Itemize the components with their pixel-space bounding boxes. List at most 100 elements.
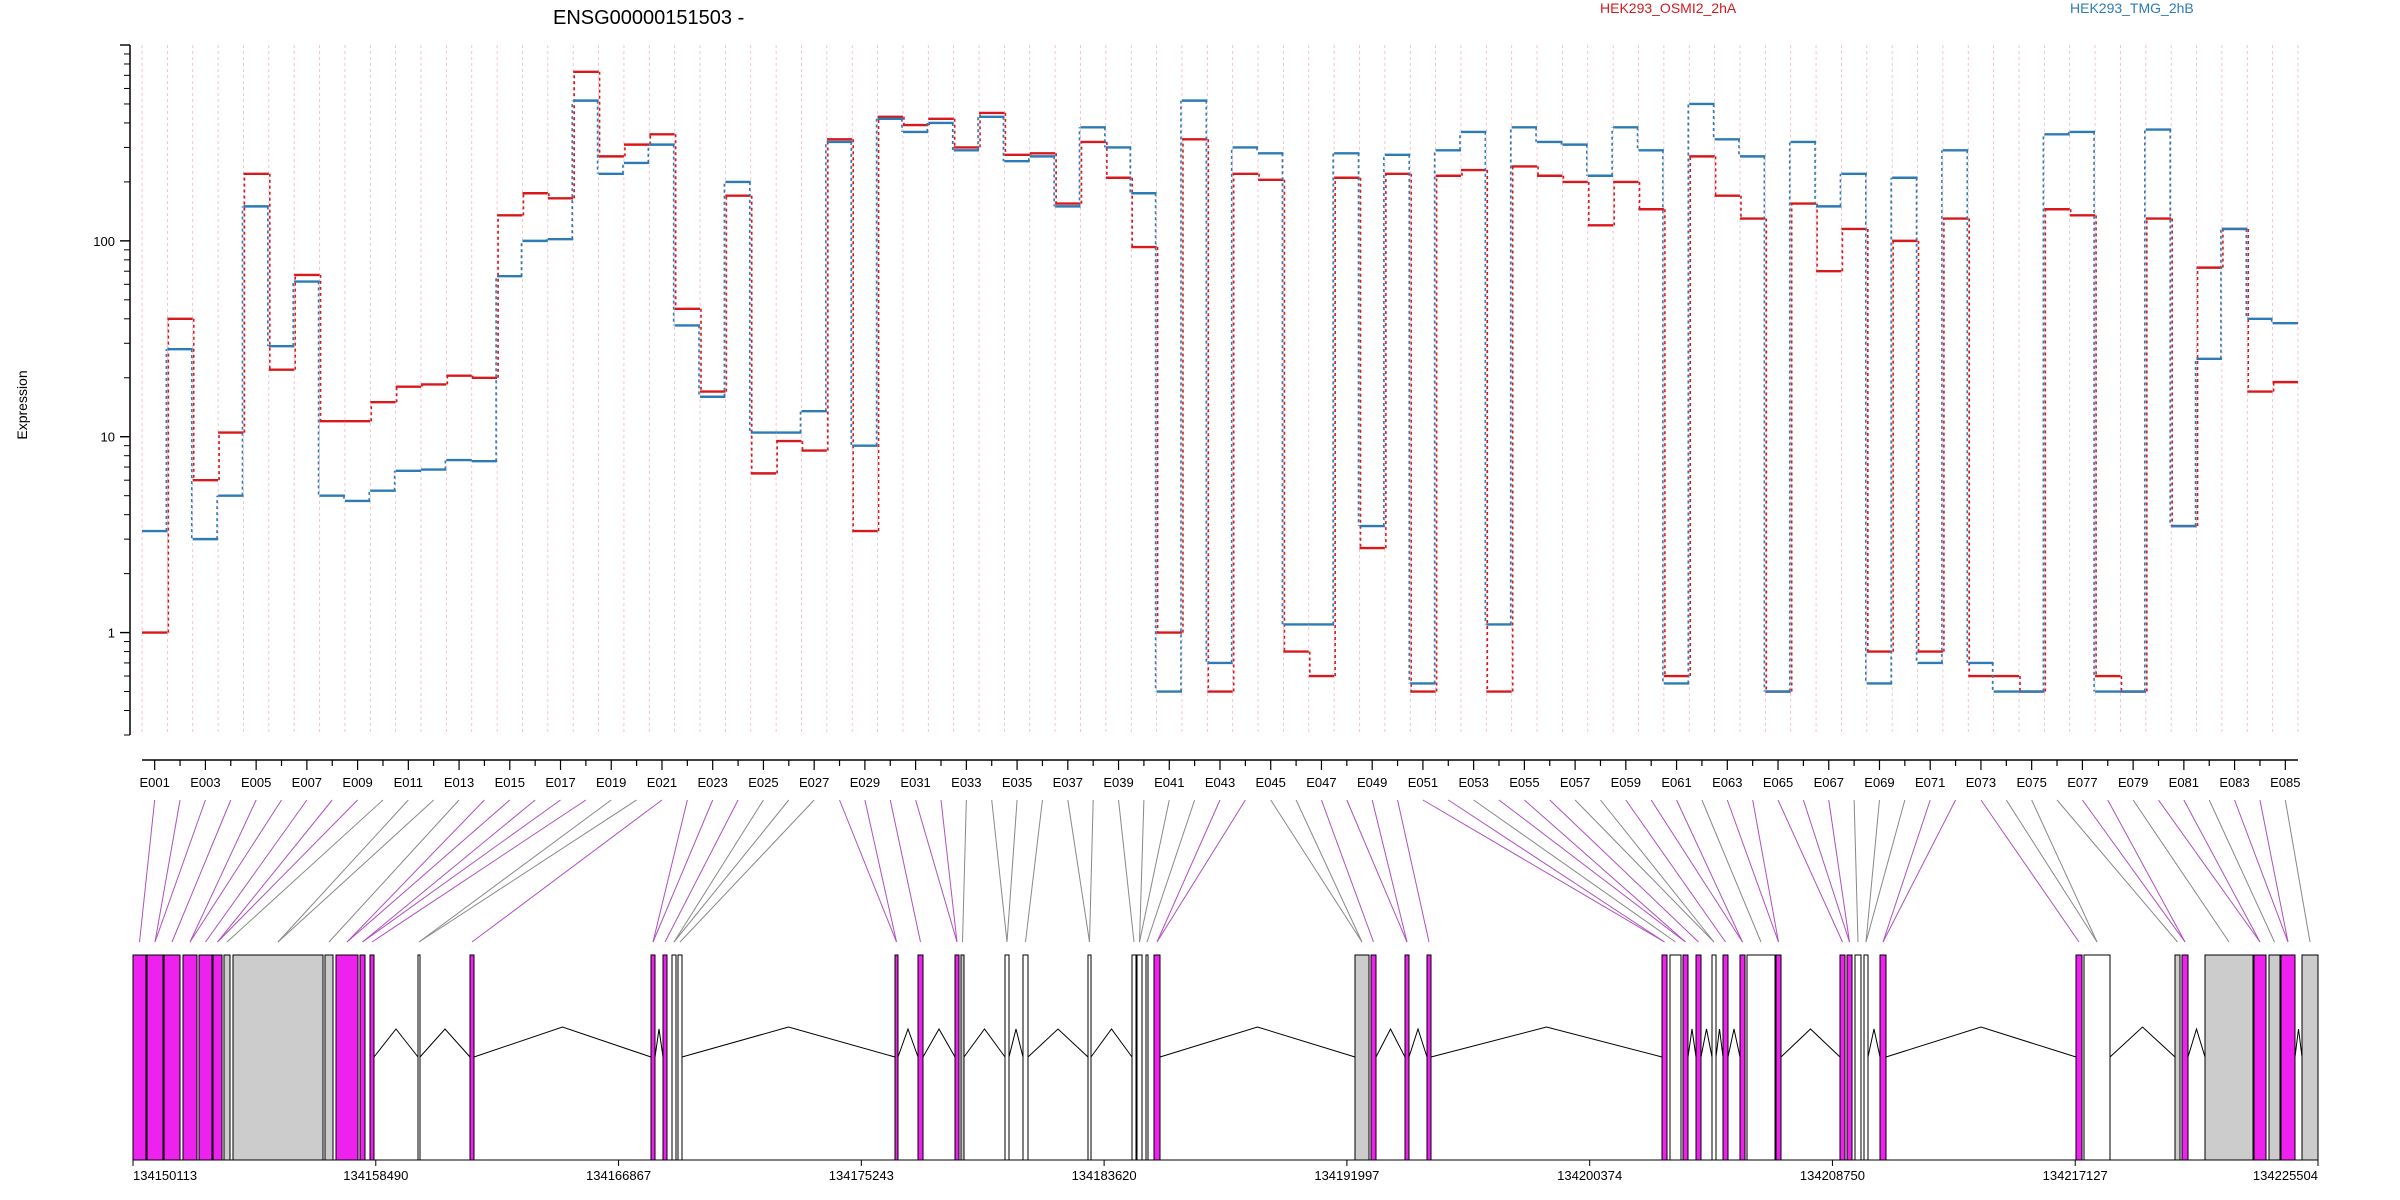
intron-line [1408,1027,1428,1058]
exon-connector [1549,799,1699,943]
intron-line [373,1028,419,1058]
exon-block [2181,954,2189,1161]
exon-block [469,954,475,1161]
exon-connector [1498,799,1686,943]
exon-connector [1067,799,1090,943]
intron-line [1700,1028,1713,1058]
exon-label: E043 [1205,775,1235,790]
exon-connector [2208,799,2275,943]
exon-block [1087,954,1092,1161]
intron-line [1159,1026,1356,1058]
exon-block [662,954,668,1161]
exon-block [1775,954,1782,1161]
exon-block [1846,954,1853,1161]
exon-label: E029 [850,775,880,790]
exon-label: E039 [1103,775,1133,790]
intron-line [922,1027,956,1058]
intron-line [1687,1028,1697,1058]
exon-block [2280,954,2296,1161]
intron-line [963,1028,1006,1058]
exon-block [1863,954,1869,1161]
exon-connector [371,799,587,943]
y-tick-label: 10 [101,430,115,445]
exon-connector [154,799,206,943]
exon-block [954,954,960,1161]
coord-label: 134208750 [1800,1168,1865,1183]
exon-block [223,954,231,1161]
intron-line [2109,1026,2176,1058]
intron-line [2187,1027,2206,1058]
exon-connector [471,799,663,943]
exon-connector [1865,799,1906,943]
exon-axis: E001 E003 E005 E007 E009 E011 E013 E015 E017 E019… [139,759,2301,790]
exon-block [1839,954,1846,1161]
coord-label: 134158490 [343,1168,408,1183]
exon-block [650,954,656,1161]
exon-block [2268,954,2281,1161]
exon-connector [205,799,308,943]
exon-connector [1524,799,1686,943]
exon-label: E051 [1408,775,1438,790]
exon-label: E063 [1712,775,1742,790]
exon-block [1022,954,1029,1161]
exon-connector [1118,799,1135,943]
coord-label: 134150113 [133,1168,197,1183]
exon-block [2253,954,2267,1161]
exon-block [324,954,334,1161]
exon-block [163,954,181,1161]
exon-connector [2234,799,2289,943]
exon-connector [1156,799,1221,943]
exon-block [1370,954,1377,1161]
y-axis: 1 10 100 [93,44,131,736]
exon-label: E027 [799,775,829,790]
exon-label: E005 [241,775,271,790]
exon-connector [1676,799,1743,943]
exon-label: E017 [545,775,575,790]
legend-series-1: HEK293_OSMI2_2hA [1600,0,1737,16]
exon-block [1879,954,1887,1161]
exon-label: E053 [1458,775,1488,790]
exon-connector [1726,799,1779,943]
intron-line [681,1026,896,1058]
exon-block [132,954,147,1161]
exon-connector [277,799,409,943]
intron-line [897,1027,919,1058]
exon-connector [839,799,897,943]
exon-connector [1853,799,1859,943]
exon-label: E021 [647,775,677,790]
exon-label: E069 [1864,775,1894,790]
y-tick-label: 100 [93,234,115,249]
exon-label: E007 [292,775,322,790]
exon-connector [1346,799,1408,943]
exon-label: E075 [2016,775,2046,790]
exon-label: E057 [1560,775,1590,790]
exon-connector [864,799,897,943]
exon-connector [1448,799,1665,943]
intron-line [1375,1027,1406,1058]
exon-label: E071 [1915,775,1945,790]
intron-line [1885,1026,2077,1058]
exon-connector [652,799,714,943]
exon-connector [189,799,282,943]
exon-block [960,954,965,1161]
exon-block [1661,954,1668,1161]
exon-connector [1752,799,1779,943]
exon-block [2204,954,2254,1161]
exon-label: E037 [1053,775,1083,790]
exon-connector [277,799,435,943]
exon-block [1669,954,1682,1161]
exon-connector [2158,799,2261,943]
exon-label: E003 [190,775,220,790]
exon-connector [1701,799,1762,943]
exon-block [1854,954,1862,1161]
exon-label: E077 [2067,775,2097,790]
exon-connector [1371,799,1408,943]
exon-label: E067 [1814,775,1844,790]
exon-connector [139,799,156,943]
exon-block [146,954,164,1161]
exon-connector [2284,799,2311,943]
exon-connector [189,799,257,943]
exon-label: E035 [1002,775,1032,790]
coord-label: 134225504 [2253,1168,2318,1183]
exon-block [1739,954,1746,1161]
